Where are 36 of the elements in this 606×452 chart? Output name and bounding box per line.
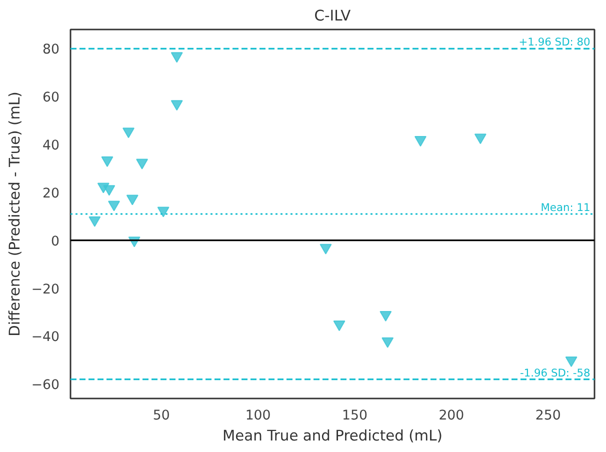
x-tick-label: 250 (535, 408, 561, 424)
ref-line-label: -1.96 SD: -58 (520, 366, 591, 380)
y-tick-label: 0 (51, 234, 60, 250)
y-tick-label: 40 (42, 138, 60, 154)
point (170, 100, 183, 111)
point (474, 134, 486, 144)
ref-line-label: +1.96 SD: 80 (518, 36, 591, 49)
y-tick-label: −60 (31, 378, 60, 394)
y-tick-label: 20 (42, 186, 60, 202)
point (157, 206, 170, 218)
x-tick-label: 50 (152, 408, 170, 424)
y-tick-label: −20 (31, 282, 60, 298)
point (320, 244, 332, 254)
point (136, 158, 148, 170)
x-tick-label: 200 (438, 408, 464, 424)
x-axis-title: Mean True and Predicted (mL) (222, 428, 442, 444)
ref-line-label: Mean: 11 (540, 201, 590, 214)
point (382, 337, 394, 348)
point (170, 52, 183, 63)
x-tick-label: 100 (245, 408, 271, 424)
point (122, 128, 135, 138)
y-tick-label: 80 (42, 42, 60, 58)
chart-title: C-ILV (314, 8, 351, 24)
point (380, 310, 392, 322)
point (101, 156, 114, 167)
point (565, 356, 578, 368)
point (126, 194, 138, 206)
y-tick-label: −40 (31, 330, 60, 346)
y-tick-label: 60 (42, 90, 60, 106)
x-tick-label: 150 (342, 408, 368, 424)
point (414, 136, 426, 147)
point (88, 216, 101, 227)
point (108, 200, 120, 212)
point (333, 320, 346, 332)
y-axis-title: Difference (Predicted - True) (mL) (6, 92, 24, 336)
point (103, 185, 116, 196)
